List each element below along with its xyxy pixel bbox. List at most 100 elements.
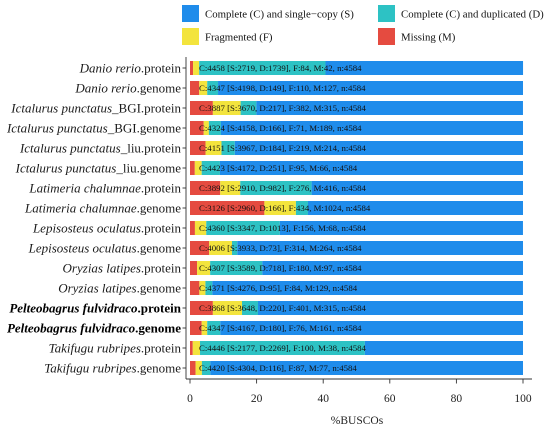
taxon-name: Lepisosteus oculatus [28,241,137,256]
bar-annotation: C:3126 [S:2960, D:166], F:434, M:1024, n… [199,203,371,213]
legend-label-single-copy: Complete (C) and single−copy (S) [205,9,354,21]
taxon-name: Pelteobagrus fulvidraco [9,301,138,316]
bar-segment-fragmented [212,101,241,115]
bar-segment-single-copy [220,321,524,335]
legend-label-fragmented: Fragmented (F) [205,32,273,44]
bar-segment-single-copy [219,161,523,175]
bar-annotation: C:3887 [S:3670, D:217], F:382, M:315, n:… [199,103,367,113]
assembly-suffix: .protein [138,301,182,316]
bar-segment-duplicated [221,141,235,155]
bar-segment-fragmented [197,261,211,275]
category-label: Lepisosteus oculatus.protein [32,221,182,236]
bar-segment-duplicated [242,301,258,315]
taxon-name: Ictalurus punctatus [15,161,117,176]
x-tick-label: 100 [514,393,532,405]
bar-segment-fragmented [199,281,206,295]
bar-row: C:4006 [S:3933, D:73], F:314, M:264, n:4… [190,241,524,255]
legend-swatch-fragmented [182,28,199,45]
bar-row: C:4347 [S:4167, D:180], F:76, M:161, n:4… [190,321,524,335]
bar-annotation: C:4423 [S:4172, D:251], F:95, M:66, n:45… [199,163,358,173]
assembly-suffix: .protein [141,61,182,76]
category-label: Takifugu rubripes.protein [49,341,182,356]
taxon-name: Takifugu rubripes [49,341,141,356]
assembly-suffix: .protein [141,181,182,196]
taxon-name: Ictalurus punctatus [6,121,108,136]
assembly-suffix: _liu.genome [115,161,181,176]
bar-annotation: C:4006 [S:3933, D:73], F:314, M:264, n:4… [199,243,362,253]
bar-segment-missing [190,181,221,195]
taxon-name: Pelteobagrus fulvidraco [7,321,136,336]
bar-segment-missing [190,141,206,155]
bar-segment-missing [190,101,213,115]
taxon-name: Takifugu rubripes [44,361,136,376]
bar-segment-fragmented [192,341,201,355]
taxon-name: Danio rerio [74,81,137,96]
bar-annotation: C:4347 [S:4198, D:149], F:110, M:127, n:… [199,83,366,93]
assembly-suffix: .protein [141,261,182,276]
category-label: Ictalurus punctatus_BGI.protein [10,101,181,116]
legend-swatch-single-copy [182,5,199,22]
bar-row: C:4347 [S:4198, D:149], F:110, M:127, n:… [190,81,524,95]
legend-item-single-copy: Complete (C) and single−copy (S) [182,5,354,22]
bar-segment-missing [190,61,194,75]
bar-segment-single-copy [311,181,523,195]
assembly-suffix: .genome [135,321,181,336]
bar-segment-duplicated [210,261,263,275]
bar-segment-missing [190,81,200,95]
x-tick-label: 80 [451,393,463,405]
legend-swatch-missing [378,28,395,45]
bar-segment-fragmented [194,161,202,175]
bar-row: C:3126 [S:2960, D:166], F:434, M:1024, n… [190,201,523,215]
assembly-suffix: _BGI.genome [107,121,182,136]
assembly-suffix: .genome [137,361,182,376]
bar-row: C:4420 [S:4304, D:116], F:87, M:77, n:45… [190,361,523,375]
bar-segment-single-copy [258,301,523,315]
bar-segment-missing [190,321,202,335]
legend-item-fragmented: Fragmented (F) [182,28,273,45]
category-label: Takifugu rubripes.genome [44,361,181,376]
taxon-name: Oryzias latipes [58,281,136,296]
category-label: Oryzias latipes.genome [58,281,181,296]
bar-annotation: C:3868 [S:3648, D:220], F:401, M:315, n:… [199,303,367,313]
category-label: Oryzias latipes.protein [63,261,182,276]
bar-segment-fragmented [212,301,243,315]
assembly-suffix: .genome [137,81,182,96]
bar-segment-duplicated [295,201,308,215]
category-label: Latimeria chalumnae.genome [24,201,181,216]
bar-row: C:4371 [S:4276, D:95], F:84, M:129, n:45… [190,281,523,295]
x-tick-label: 20 [251,393,263,405]
bar-segment-missing [190,221,195,235]
bar-segment-single-copy [218,81,524,95]
bar-segment-duplicated [201,361,211,375]
bar-segment-duplicated [207,81,219,95]
bar-segment-fragmented [264,201,296,215]
bar-segment-fragmented [203,121,209,135]
legend-item-duplicated: Complete (C) and duplicated (D) [378,5,544,22]
bar-segment-missing [190,161,195,175]
taxon-name: Latimeria chalumnae [24,201,137,216]
bar-segment-single-copy [364,341,523,355]
x-axis-title: %BUSCOs [331,415,384,427]
bar-segment-missing [190,261,198,275]
y-axis-labels: Danio rerio .protein Danio rerio.genome Ict… [6,61,186,376]
bar-segment-duplicated [240,101,257,115]
bar-segment-missing [190,121,204,135]
assembly-suffix: _BGI.protein [111,101,181,116]
taxon-name: Latimeria chalumnae [28,181,141,196]
assembly-suffix: .genome [137,201,182,216]
bar-annotation: C:3892 [S:2910, D:982], F:276, M:416, n:… [199,183,367,193]
bar-segment-duplicated [201,161,220,175]
bar-annotation: C:4324 [S:4158, D:166], F:71, M:189, n:4… [199,123,362,133]
bar-row: C:3892 [S:2910, D:982], F:276, M:416, n:… [190,181,523,195]
bar-segment-single-copy [256,101,523,115]
bar-segment-duplicated [199,61,326,75]
bar-row: C:4458 [S:2719, D:1739], F:84, M:42, n:4… [190,61,524,75]
bar-segment-single-copy [220,121,523,135]
bar-segment-single-copy [237,241,524,255]
taxon-name: Oryzias latipes [63,261,141,276]
bar-segment-single-copy [210,361,523,375]
bar-segment-single-copy [307,201,523,215]
legend-swatch-duplicated [378,5,395,22]
category-label: Danio rerio.genome [74,81,181,96]
legend-label-missing: Missing (M) [401,32,456,44]
